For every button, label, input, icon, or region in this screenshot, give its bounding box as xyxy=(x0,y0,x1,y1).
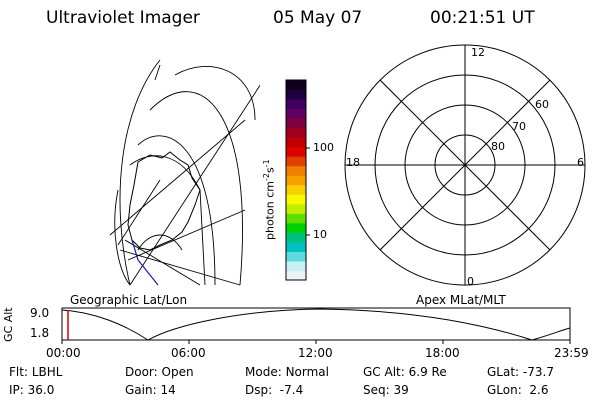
status-door: Door: Open xyxy=(125,365,194,379)
mlt-line-diagonal xyxy=(379,79,551,251)
longitude-line xyxy=(117,179,161,246)
colorbar-segment xyxy=(286,127,306,138)
orbit-track xyxy=(131,239,159,286)
colorbar-segment xyxy=(286,175,306,186)
colorbar-segment xyxy=(286,213,306,224)
colorbar-segment xyxy=(286,184,306,195)
altitude-xtick: 18:00 xyxy=(425,346,460,360)
mlt-label-12: 12 xyxy=(471,46,485,59)
latitude-line xyxy=(174,66,256,121)
status-gcalt: GC Alt: 6.9 Re xyxy=(363,365,447,379)
longitude-line xyxy=(119,249,241,286)
colorbar-tick-label: 10 xyxy=(313,228,327,241)
mlt-label-18: 18 xyxy=(346,156,360,169)
geographic-caption: Geographic Lat/Lon xyxy=(70,293,188,307)
altitude-ylabel: GC Alt xyxy=(2,307,15,342)
colorbar-frame xyxy=(285,79,307,281)
altitude-xtick: 00:00 xyxy=(46,346,81,360)
status-glat: GLat: -73.7 xyxy=(487,365,554,379)
colorbar-segment xyxy=(286,222,306,233)
date-label: 05 May 07 xyxy=(273,8,363,28)
altitude-xtick: 12:00 xyxy=(298,346,333,360)
longitude-line xyxy=(129,84,260,286)
altitude-xtick: 06:00 xyxy=(171,346,206,360)
longitude-line xyxy=(109,119,246,236)
colorbar-segment xyxy=(286,165,306,176)
colorbar-segment xyxy=(286,89,306,100)
altitude-ytick-top: 9.0 xyxy=(30,306,50,320)
longitude-line xyxy=(154,64,161,81)
time-label: 00:21:51 UT xyxy=(430,8,535,28)
coastline xyxy=(127,151,201,251)
instrument-title: Ultraviolet Imager xyxy=(46,8,200,28)
altitude-plot-frame xyxy=(61,307,571,341)
mlt-label-6: 6 xyxy=(577,156,584,169)
status-dsp: Dsp: -7.4 xyxy=(245,383,304,397)
colorbar-segment xyxy=(286,232,306,243)
status-seq: Seq: 39 xyxy=(363,383,409,397)
colorbar-segment xyxy=(286,108,306,119)
status-mode: Mode: Normal xyxy=(245,365,329,379)
status-glon: GLon: 2.6 xyxy=(487,383,549,397)
latitude-line xyxy=(137,234,183,251)
colorbar-segment xyxy=(286,203,306,214)
colorbar-segment xyxy=(286,194,306,205)
colorbar-segment xyxy=(286,146,306,157)
mlat-label-70: 70 xyxy=(512,120,526,133)
status-gain: Gain: 14 xyxy=(125,383,176,397)
colorbar-segment xyxy=(286,99,306,110)
altitude-xtick: 23:59 xyxy=(554,346,589,360)
mlt-label-0: 0 xyxy=(467,275,474,288)
longitude-line xyxy=(127,209,246,261)
colorbar-segment xyxy=(286,270,306,281)
status-ip: IP: 36.0 xyxy=(9,383,55,397)
colorbar-segment xyxy=(286,260,306,271)
mlat-label-60: 60 xyxy=(535,98,549,111)
polar-plot xyxy=(344,44,586,286)
latitude-line xyxy=(114,189,131,286)
colorbar-segment xyxy=(286,241,306,252)
latitude-line xyxy=(149,91,243,286)
colorbar xyxy=(286,80,306,281)
colorbar-tick-label: 100 xyxy=(313,141,334,154)
colorbar-segment xyxy=(286,118,306,129)
altitude-curve xyxy=(61,308,571,341)
altitude-ytick-bottom: 1.8 xyxy=(30,326,50,340)
colorbar-segment xyxy=(286,251,306,262)
colorbar-segment xyxy=(286,80,306,91)
mlat-label-80: 80 xyxy=(491,140,505,153)
altitude-xticks xyxy=(61,340,571,344)
geographic-map xyxy=(109,59,260,286)
colorbar-segment xyxy=(286,156,306,167)
colorbar-unit-label: photon cm-2s-1 xyxy=(262,159,277,240)
apex-caption: Apex MLat/MLT xyxy=(416,293,506,307)
colorbar-segment xyxy=(286,137,306,148)
status-flt: Flt: LBHL xyxy=(9,365,63,379)
latitude-line xyxy=(137,135,216,286)
latitude-line xyxy=(119,59,161,286)
